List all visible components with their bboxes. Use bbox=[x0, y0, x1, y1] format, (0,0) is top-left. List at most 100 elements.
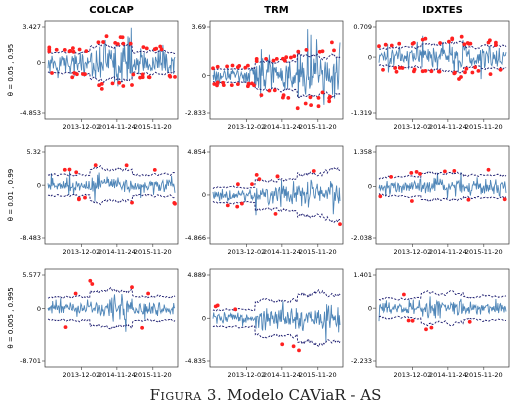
violation-point bbox=[409, 171, 414, 175]
violation-point bbox=[71, 46, 75, 50]
returns-line bbox=[47, 27, 176, 87]
violation-point bbox=[90, 282, 95, 286]
x-tick-label: 2014-11-24 bbox=[98, 371, 136, 379]
x-tick-label: 2015-11-20 bbox=[465, 371, 503, 379]
y-tick-label: 0 bbox=[37, 305, 41, 313]
violation-point bbox=[140, 75, 145, 80]
violation-point bbox=[71, 49, 76, 54]
violation-point bbox=[394, 69, 399, 74]
violation-point bbox=[67, 167, 72, 172]
violation-point bbox=[284, 55, 289, 60]
y-tick-label: -8.701 bbox=[20, 357, 41, 365]
violation-point bbox=[464, 66, 469, 71]
violation-point bbox=[81, 72, 85, 76]
violation-point bbox=[99, 87, 104, 91]
x-tick-label: 2014-11-24 bbox=[263, 123, 301, 131]
violation-point bbox=[453, 70, 457, 75]
violation-point bbox=[320, 90, 325, 95]
violation-point bbox=[438, 41, 442, 45]
violation-point bbox=[73, 291, 78, 296]
y-tick-label: 0 bbox=[368, 304, 372, 312]
violation-point bbox=[117, 80, 122, 85]
violation-point bbox=[414, 170, 419, 174]
x-tick-label: 2014-11-24 bbox=[429, 123, 467, 131]
violation-point bbox=[236, 182, 240, 187]
x-tick-label: 2014-11-24 bbox=[263, 371, 301, 379]
violation-point bbox=[327, 96, 332, 100]
y-tick-label: 3.427 bbox=[22, 23, 41, 31]
violation-point bbox=[317, 49, 322, 54]
violation-point bbox=[246, 63, 250, 68]
violation-point bbox=[131, 72, 136, 77]
violation-point bbox=[488, 38, 492, 43]
var-upper-bound bbox=[378, 40, 507, 50]
y-tick-label: 0.709 bbox=[353, 23, 372, 31]
y-tick-label: 0 bbox=[37, 59, 41, 67]
returns-line bbox=[212, 301, 341, 342]
x-tick-label: 2015-11-20 bbox=[465, 248, 503, 256]
returns-line bbox=[378, 172, 507, 199]
x-tick-label: 2015-11-20 bbox=[134, 248, 172, 256]
column-title-idxtes: IDXTES bbox=[422, 5, 463, 16]
x-tick-label: 2013-12-02 bbox=[227, 123, 265, 131]
y-tick-label: 5.32 bbox=[27, 148, 41, 156]
returns-line bbox=[378, 35, 507, 80]
panel-idxtes-row1: 0.709 0 -1.319 2013-12-022014-11-242015-11-… bbox=[351, 20, 510, 131]
violation-point bbox=[381, 67, 385, 72]
violation-point bbox=[236, 82, 240, 86]
caviar-figure: COLCAP TRM IDXTES θ = 0.05 , 0.95 θ = 0.01 ,… bbox=[7, 5, 510, 379]
violation-point bbox=[130, 200, 134, 205]
violation-point bbox=[215, 80, 220, 85]
y-tick-label: -8.483 bbox=[20, 234, 41, 242]
violation-point bbox=[243, 65, 248, 70]
var-upper-bound bbox=[212, 52, 341, 71]
violation-point bbox=[88, 278, 93, 283]
violation-point bbox=[295, 106, 300, 111]
violation-point bbox=[420, 69, 425, 74]
violation-point bbox=[450, 37, 455, 42]
panel-colcap-row3: 5.577 0 -8.701 2013-12-022014-11-242015-11-… bbox=[20, 268, 179, 379]
violation-point bbox=[140, 325, 145, 330]
x-tick-label: 2013-12-02 bbox=[393, 123, 431, 131]
caption-text: Modelo CAViaR - AS bbox=[227, 386, 382, 404]
violation-point bbox=[412, 67, 417, 72]
x-tick-label: 2013-12-02 bbox=[227, 248, 265, 256]
violation-point bbox=[240, 201, 244, 206]
violation-point bbox=[146, 291, 151, 296]
figure-caption: Figura 3. Modelo CAViaR - AS bbox=[0, 386, 531, 404]
y-tick-label: 0 bbox=[37, 181, 41, 189]
violation-point bbox=[83, 195, 87, 200]
panel-frame bbox=[44, 145, 179, 245]
violation-point bbox=[466, 197, 471, 202]
returns-line bbox=[47, 293, 176, 332]
violation-point bbox=[377, 44, 381, 49]
violation-point bbox=[311, 169, 316, 173]
violation-point bbox=[99, 82, 104, 86]
violation-point bbox=[494, 43, 498, 47]
violation-point bbox=[389, 175, 393, 179]
returns-line bbox=[212, 179, 341, 216]
violation-point bbox=[308, 95, 313, 100]
violation-point bbox=[274, 57, 279, 61]
violation-point bbox=[130, 83, 134, 87]
violation-point bbox=[77, 197, 81, 202]
panel-frame bbox=[44, 20, 179, 120]
y-tick-label: 0 bbox=[202, 72, 206, 80]
violation-point bbox=[77, 47, 82, 52]
violation-point bbox=[152, 168, 157, 172]
violation-point bbox=[221, 83, 226, 87]
y-tick-label: 0 bbox=[202, 314, 206, 322]
var-lower-bound bbox=[212, 200, 341, 224]
violation-point bbox=[462, 42, 467, 47]
violation-point bbox=[473, 65, 477, 70]
x-tick-label: 2015-11-20 bbox=[299, 123, 337, 131]
y-tick-label: -4.853 bbox=[20, 109, 41, 117]
violation-point bbox=[273, 212, 278, 216]
violation-point bbox=[389, 43, 394, 48]
violation-point bbox=[230, 63, 235, 68]
panel-frame bbox=[375, 268, 510, 368]
violation-point bbox=[121, 41, 126, 46]
y-tick-label: -2.833 bbox=[185, 109, 206, 117]
violation-point bbox=[104, 34, 109, 39]
violation-point bbox=[410, 199, 414, 203]
